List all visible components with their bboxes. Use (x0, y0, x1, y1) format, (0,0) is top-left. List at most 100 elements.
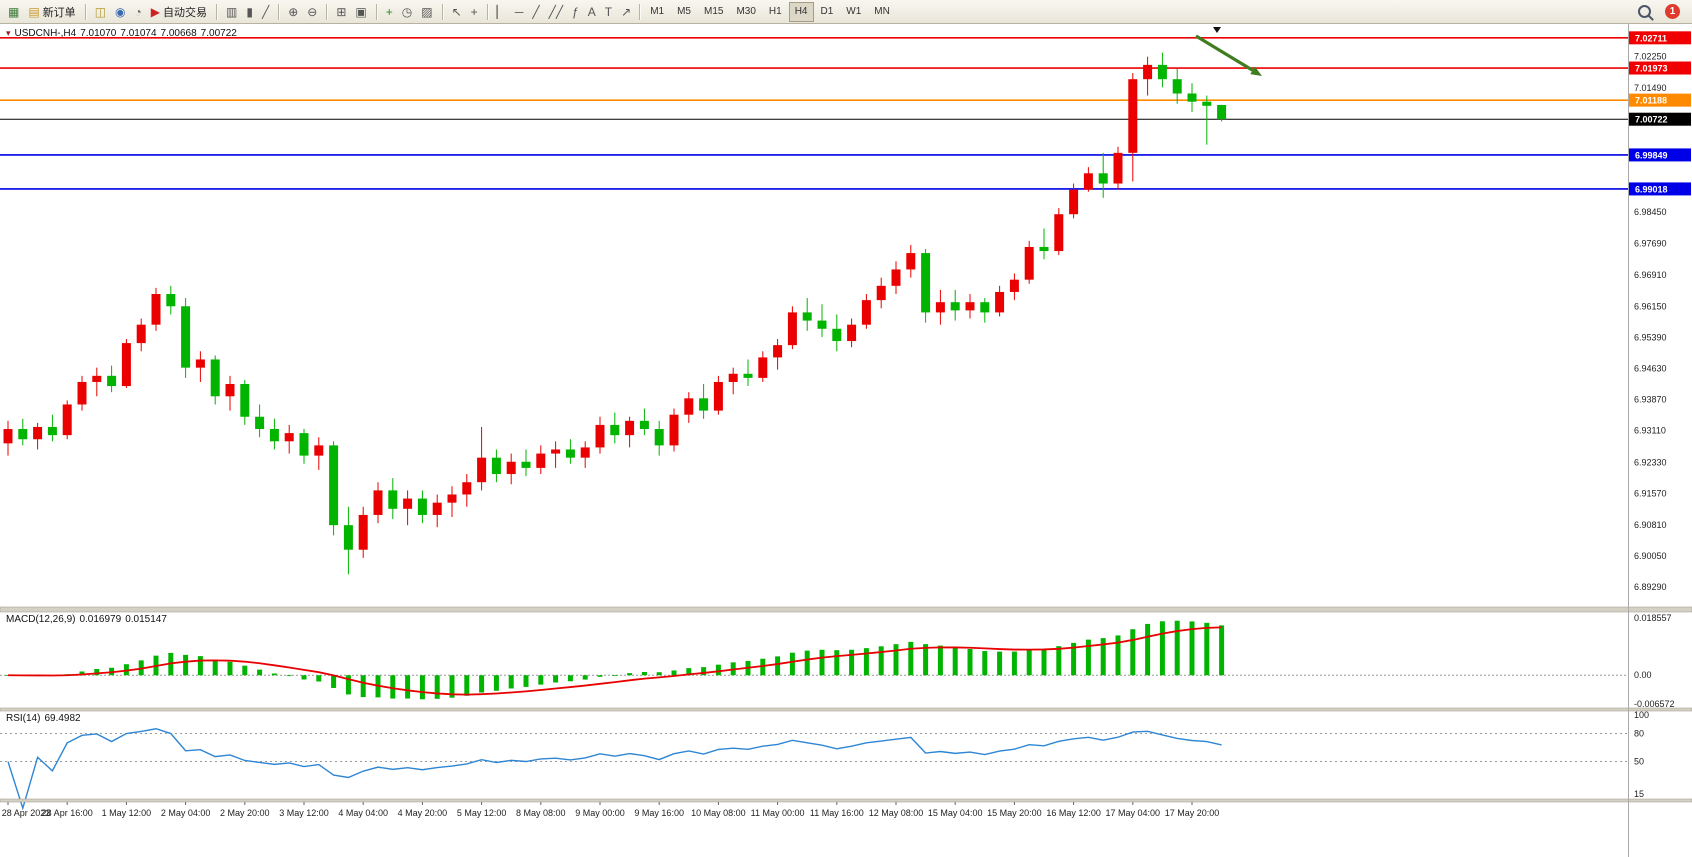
templates-button[interactable]: ▨ (417, 2, 436, 22)
svg-text:6.96150: 6.96150 (1634, 301, 1667, 311)
chart-symbol: USDCNH-,H4 (14, 28, 77, 39)
periods-button[interactable]: ◷ (398, 2, 416, 22)
timeframe-m30[interactable]: M30 (730, 2, 761, 22)
svg-text:6.94630: 6.94630 (1634, 363, 1667, 373)
toolbar-separator (216, 3, 217, 20)
arrows-icon: ↗ (621, 4, 632, 19)
channel-button[interactable]: ╱╱ (545, 2, 567, 22)
macd-label: MACD(12,26,9) 0.016979 0.015147 (6, 614, 171, 625)
toolbar-right: 1 (1634, 2, 1688, 22)
candlestick-chart-button[interactable]: ▮ (242, 2, 257, 22)
price-label-6.99849[interactable] (1629, 148, 1691, 162)
periods-icon: ◷ (401, 4, 413, 19)
autotrading-icon: ▶ (150, 4, 160, 19)
svg-text:4 May 20:00: 4 May 20:00 (398, 808, 448, 818)
svg-text:16 May 12:00: 16 May 12:00 (1046, 808, 1101, 818)
svg-text:4 May 04:00: 4 May 04:00 (338, 808, 388, 818)
charts-menu-button[interactable]: ◫ (91, 2, 110, 22)
profiles-button[interactable]: ◉ (111, 2, 129, 22)
svg-text:17 May 04:00: 17 May 04:00 (1106, 808, 1161, 818)
top-toolbar: ▦ ▤ 新订单 ◫ ◉ ◔ ▶ 自动交易 ▥ ▮ ╱ ⊕ ⊖ ⊞ ▣ + ◷ ▨ ↖ + ▏ ─ ╱ ╱╱ ƒ A T ↗ M1 M5 M… (0, 0, 1692, 24)
macd-pane[interactable] (0, 620, 1628, 700)
timeframe-w1[interactable]: W1 (840, 2, 867, 22)
svg-text:6.90050: 6.90050 (1634, 551, 1667, 561)
macd-signal-value: 0.015147 (125, 614, 167, 625)
trend-arrow[interactable] (1195, 34, 1254, 72)
zoom-in-button[interactable]: ⊕ (284, 2, 302, 22)
toolbar-separator (375, 3, 377, 20)
templates-icon: ▨ (421, 4, 433, 19)
vertical-line-button[interactable]: ▏ (493, 2, 510, 22)
zoom-out-button[interactable]: ⊖ (303, 2, 321, 22)
autotrading-button-label: 自动交易 (163, 6, 207, 19)
search-button[interactable] (1634, 2, 1655, 22)
timeframe-m1[interactable]: M1 (644, 2, 670, 22)
trendline-button[interactable]: ╱ (528, 2, 543, 22)
arrows-button[interactable]: ↗ (617, 2, 635, 22)
price-label-6.99018[interactable] (1629, 182, 1691, 196)
new-chart-button[interactable]: ▦ (4, 2, 23, 22)
price-scale[interactable]: 7.02250 7.01490 6.98450 6.97690 6.96910 6.961… (1628, 24, 1692, 857)
price-label-7.01188[interactable] (1629, 93, 1691, 107)
macd-name: MACD(12,26,9) (6, 614, 76, 625)
channel-icon: ╱╱ (548, 4, 564, 19)
indicators-button[interactable]: + (382, 2, 397, 22)
svg-text:0.00: 0.00 (1634, 670, 1652, 680)
text-button[interactable]: A (584, 2, 600, 22)
chart-low-value: 7.00668 (160, 28, 197, 39)
new-order-icon: ▤ (28, 4, 40, 19)
timeframe-toolbar: M1 M5 M15 M30 H1 H4 D1 W1 MN (644, 1, 896, 22)
price-label-7.02711[interactable] (1629, 31, 1691, 45)
svg-text:8 May 08:00: 8 May 08:00 (516, 808, 566, 818)
crosshair-button[interactable]: + (467, 2, 482, 22)
annotations[interactable] (1195, 27, 1262, 76)
toolbar-separator (441, 3, 443, 20)
timeframe-m5[interactable]: M5 (671, 2, 697, 22)
price-label-7.01973[interactable] (1629, 61, 1691, 75)
autotrading-button[interactable]: ▶ 自动交易 (147, 2, 211, 22)
svg-text:6.93110: 6.93110 (1634, 426, 1666, 436)
toolbar-button-groups: ▦ ▤ 新订单 ◫ ◉ ◔ ▶ 自动交易 ▥ ▮ ╱ ⊕ ⊖ ⊞ ▣ + ◷ ▨ ↖ + ▏ ─ ╱ ╱╱ ƒ A T ↗ (4, 2, 635, 22)
timeframe-d1[interactable]: D1 (815, 2, 840, 22)
profiles-icon: ◉ (115, 4, 126, 19)
line-chart-button[interactable]: ╱ (258, 2, 273, 22)
toolbar-separator (84, 3, 86, 20)
cursor-button[interactable]: ↖ (448, 2, 466, 22)
rsi-pane[interactable] (0, 728, 1628, 811)
text-label-icon: T (604, 4, 613, 19)
peak-marker-icon[interactable] (1213, 27, 1221, 33)
bar-chart-icon: ▥ (226, 4, 238, 19)
horizontal-line-button[interactable]: ─ (511, 2, 528, 22)
timeframe-h4[interactable]: H4 (788, 1, 814, 22)
market-watch-button[interactable]: ◔ (131, 2, 146, 22)
bar-chart-button[interactable]: ▥ (222, 2, 241, 22)
cascade-windows-button[interactable]: ▣ (351, 2, 370, 22)
svg-text:6.93870: 6.93870 (1634, 395, 1667, 405)
chart-title: ▾ USDCNH-,H4 7.01070 7.01074 7.00668 7.00722 (6, 28, 241, 39)
timeframe-h1[interactable]: H1 (763, 2, 788, 22)
cursor-icon: ↖ (451, 4, 462, 19)
timeframe-m15[interactable]: M15 (698, 2, 729, 22)
timeframe-mn[interactable]: MN (868, 2, 896, 22)
text-label-button[interactable]: T (601, 2, 616, 22)
rsi-label: RSI(14) 69.4982 (6, 713, 85, 724)
market-watch-icon: ◔ (134, 4, 142, 19)
pane-separators (0, 606, 1692, 803)
rsi-name: RSI(14) (6, 713, 41, 724)
fibonacci-button[interactable]: ƒ (568, 2, 583, 22)
svg-text:9 May 00:00: 9 May 00:00 (575, 808, 625, 818)
svg-text:6.89290: 6.89290 (1634, 582, 1667, 592)
svg-text:7.00722: 7.00722 (1635, 115, 1668, 125)
new-order-button[interactable]: ▤ 新订单 (24, 2, 79, 22)
tile-windows-button[interactable]: ⊞ (332, 2, 350, 22)
chart-area[interactable]: 7.02250 7.01490 6.98450 6.97690 6.96910 6.961… (0, 24, 1692, 857)
svg-text:7.02250: 7.02250 (1634, 52, 1667, 62)
notification-badge[interactable]: 1 (1665, 4, 1680, 19)
new-order-button-label: 新订单 (42, 6, 76, 19)
candlestick-icon: ▮ (246, 4, 253, 19)
svg-text:2 May 20:00: 2 May 20:00 (220, 808, 270, 818)
vertical-line-icon: ▏ (496, 4, 506, 19)
price-label-7.00722[interactable] (1629, 112, 1691, 126)
svg-text:6.99849: 6.99849 (1635, 150, 1668, 160)
